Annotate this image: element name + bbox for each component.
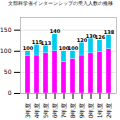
svg-text:20年度: 20年度 xyxy=(87,103,94,120)
svg-text:100: 100 xyxy=(23,45,34,51)
svg-text:113: 113 xyxy=(41,40,52,46)
svg-text:14年度: 14年度 xyxy=(33,103,40,120)
svg-text:22年度: 22年度 xyxy=(105,103,112,120)
svg-text:13年度: 13年度 xyxy=(24,103,31,120)
svg-text:15年度: 15年度 xyxy=(42,103,49,120)
svg-text:50: 50 xyxy=(4,68,12,75)
svg-text:100: 100 xyxy=(58,45,70,52)
html-text:文部科学省インターンシップの受入人数の推移: 文部科学省インターンシップの受入人数の推移 xyxy=(7,0,113,6)
svg-text:138: 138 xyxy=(104,29,115,35)
svg-text:19年度: 19年度 xyxy=(78,103,85,120)
svg-text:126: 126 xyxy=(94,34,106,41)
svg-text:18年度: 18年度 xyxy=(69,103,76,120)
svg-text:100: 100 xyxy=(0,47,12,54)
svg-text:130: 130 xyxy=(85,32,97,39)
svg-text:17年度: 17年度 xyxy=(60,103,67,120)
svg-text:100: 100 xyxy=(68,45,79,51)
svg-text:16年度: 16年度 xyxy=(51,103,58,120)
svg-text:21年度: 21年度 xyxy=(96,103,103,120)
svg-text:150: 150 xyxy=(0,26,12,33)
svg-text:0: 0 xyxy=(8,89,12,96)
svg-text:140: 140 xyxy=(50,28,61,34)
svg-text:115: 115 xyxy=(31,38,43,45)
svg-text:120: 120 xyxy=(76,36,88,43)
